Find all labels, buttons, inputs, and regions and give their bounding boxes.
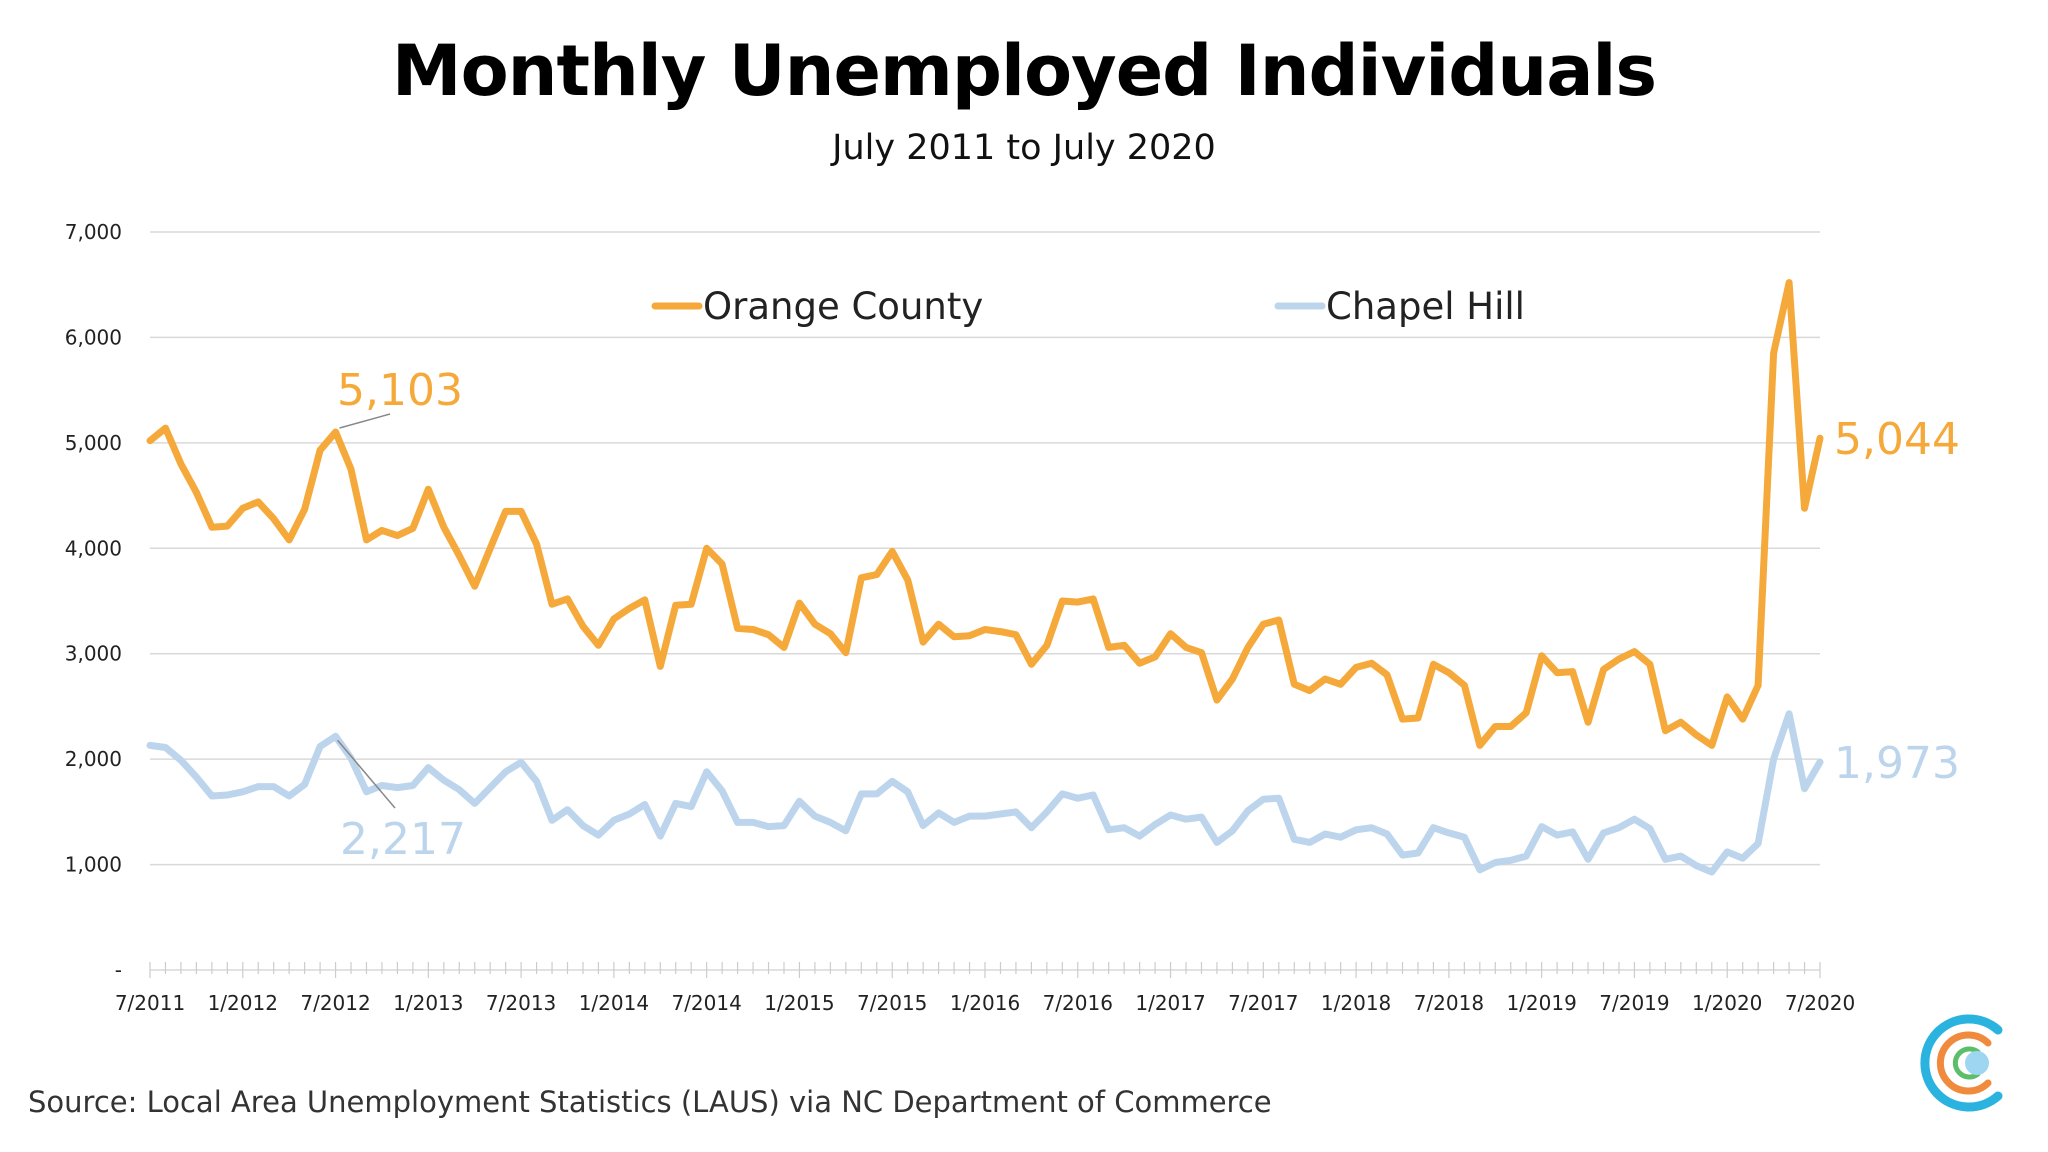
annotation-label: 1,973 bbox=[1834, 738, 1960, 789]
y-tick-label: 4,000 bbox=[65, 536, 122, 560]
chart-subtitle: July 2011 to July 2020 bbox=[832, 128, 1216, 168]
y-tick-label: 2,000 bbox=[65, 747, 122, 771]
annotation-label: 5,103 bbox=[337, 365, 463, 416]
x-tick-label: 1/2020 bbox=[1692, 991, 1762, 1015]
annotation-leader bbox=[339, 413, 391, 429]
circular-logo-icon bbox=[1920, 1014, 2003, 1112]
y-tick-label: 5,000 bbox=[65, 431, 122, 455]
x-tick-label: 1/2016 bbox=[950, 991, 1020, 1015]
y-tick-label: 3,000 bbox=[65, 642, 122, 666]
x-tick-label: 1/2013 bbox=[393, 991, 463, 1015]
source-note: Source: Local Area Unemployment Statisti… bbox=[28, 1085, 1272, 1119]
x-tick-label: 7/2016 bbox=[1043, 991, 1113, 1015]
x-tick-label: 7/2011 bbox=[115, 991, 185, 1015]
series-line-orange-county bbox=[146, 279, 1824, 749]
y-tick-label: 6,000 bbox=[65, 325, 122, 349]
chart-title: Monthly Unemployed Individuals bbox=[391, 30, 1657, 112]
x-tick-label: 7/2014 bbox=[671, 991, 741, 1015]
annotation-label: 5,044 bbox=[1834, 414, 1960, 465]
legend-label: Chapel Hill bbox=[1326, 285, 1525, 328]
x-tick-label: 7/2020 bbox=[1785, 991, 1855, 1015]
x-tick-label: 1/2015 bbox=[764, 991, 834, 1015]
annotation-leader bbox=[336, 739, 396, 809]
legend-label: Orange County bbox=[703, 285, 983, 328]
annotations: 5,103 2,217 5,044 1,973 bbox=[336, 365, 1960, 865]
x-tick-label: 7/2017 bbox=[1228, 991, 1298, 1015]
annotation-label: 2,217 bbox=[340, 814, 466, 865]
x-tick-label: 7/2019 bbox=[1599, 991, 1669, 1015]
x-tick-label: 1/2017 bbox=[1135, 991, 1205, 1015]
x-tick-label: 7/2012 bbox=[300, 991, 370, 1015]
x-tick-label: 1/2012 bbox=[208, 991, 278, 1015]
y-tick-label: - bbox=[115, 958, 122, 982]
x-tick-label: 1/2018 bbox=[1321, 991, 1391, 1015]
x-tick-label: 7/2018 bbox=[1414, 991, 1484, 1015]
x-tick-label: 1/2014 bbox=[579, 991, 649, 1015]
legend: Orange County Chapel Hill bbox=[651, 285, 1525, 328]
x-axis: 7/2011 1/2012 7/2012 1/2013 7/2013 1/2014 7/20… bbox=[115, 962, 1855, 1015]
y-tick-label: 1,000 bbox=[65, 853, 122, 877]
y-axis-ticks: - 1,000 2,000 3,000 4,000 5,000 6,000 7,000 bbox=[65, 220, 122, 982]
series-lines bbox=[146, 279, 1824, 876]
series-line-chapel-hill bbox=[146, 710, 1824, 876]
x-tick-label: 7/2013 bbox=[486, 991, 556, 1015]
y-tick-label: 7,000 bbox=[65, 220, 122, 244]
x-tick-label: 1/2019 bbox=[1506, 991, 1576, 1015]
x-tick-label: 7/2015 bbox=[857, 991, 927, 1015]
